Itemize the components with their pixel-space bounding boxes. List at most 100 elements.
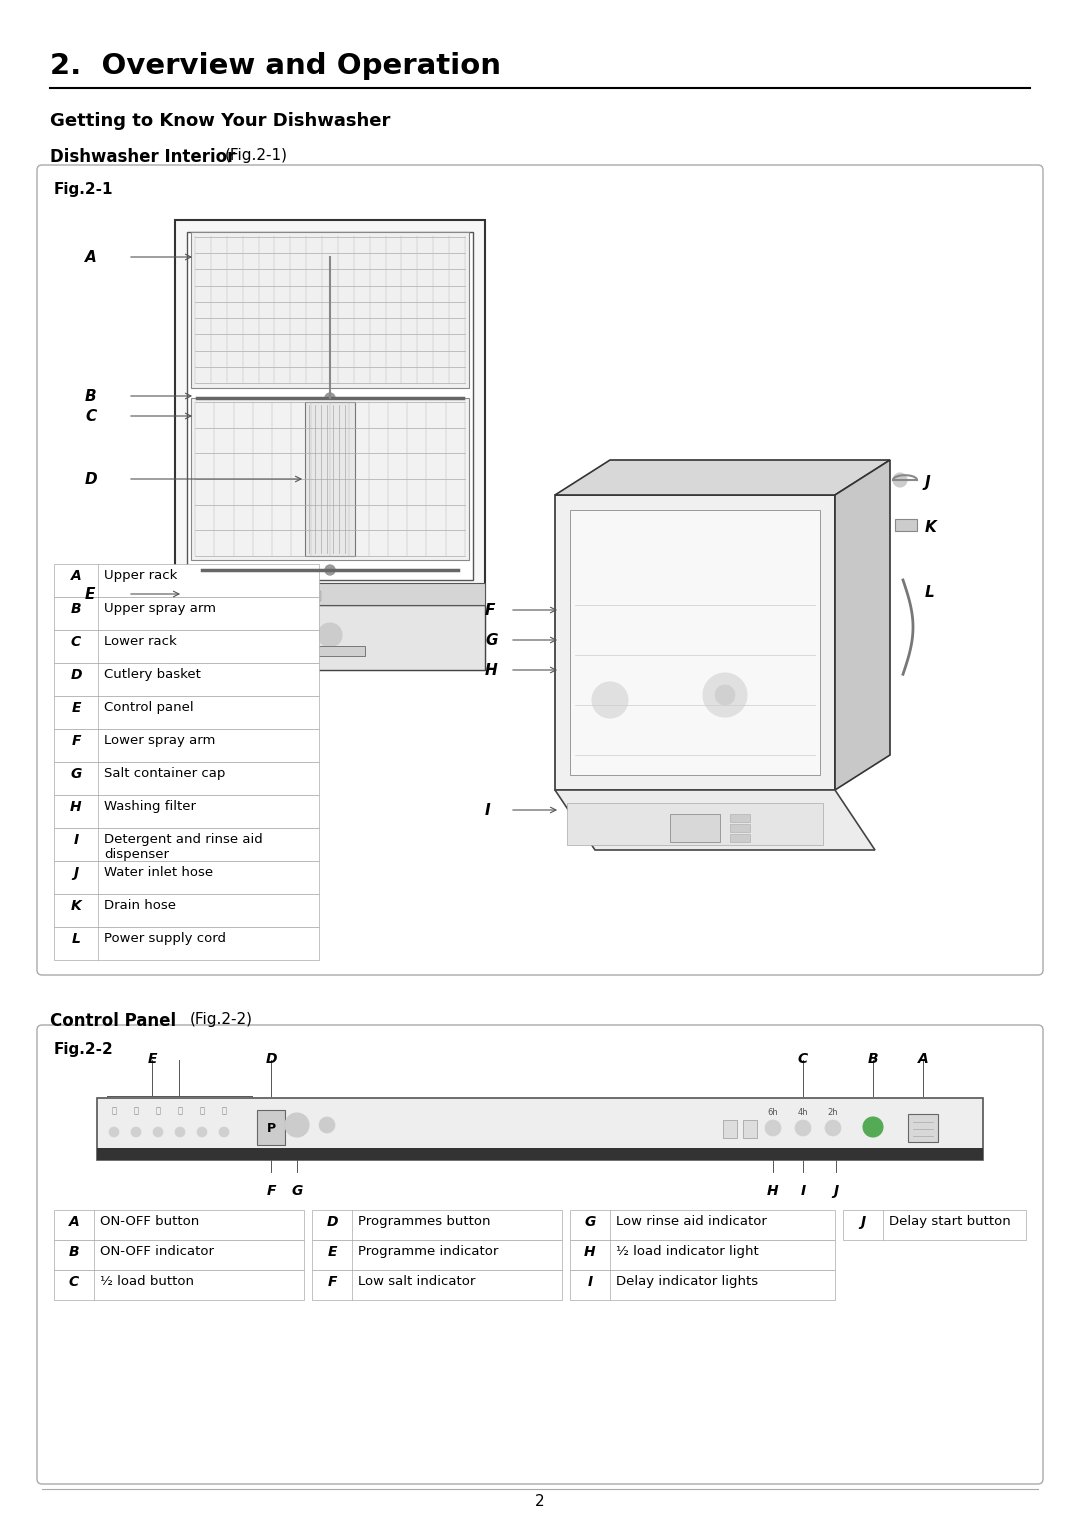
Text: Programme indicator: Programme indicator	[357, 1245, 498, 1258]
Text: G: G	[485, 634, 498, 647]
Bar	[54, 696, 319, 728]
FancyBboxPatch shape	[37, 1025, 1043, 1484]
Text: ON-OFF indicator: ON-OFF indicator	[100, 1245, 214, 1258]
Text: D: D	[326, 1215, 338, 1229]
Text: I: I	[588, 1275, 593, 1289]
Text: J: J	[924, 475, 931, 490]
Bar	[312, 1209, 562, 1240]
Text: K: K	[924, 521, 936, 534]
Bar	[670, 814, 720, 841]
Text: D: D	[85, 472, 97, 487]
Circle shape	[285, 1113, 309, 1138]
Bar	[97, 1148, 983, 1161]
Text: Salt container cap: Salt container cap	[104, 767, 226, 780]
Text: Lower spray arm: Lower spray arm	[104, 734, 215, 747]
Bar	[54, 796, 319, 828]
Text: ⬜: ⬜	[156, 1106, 161, 1115]
Bar	[175, 220, 485, 670]
Text: A: A	[85, 250, 97, 266]
Text: I: I	[73, 834, 79, 847]
Text: Control Panel: Control Panel	[50, 1012, 176, 1031]
Circle shape	[131, 1127, 141, 1138]
Bar	[54, 563, 319, 597]
Bar	[730, 825, 750, 832]
Bar	[54, 893, 319, 927]
Text: ½ load indicator light: ½ load indicator light	[616, 1245, 759, 1258]
Text: Washing filter: Washing filter	[104, 800, 195, 812]
Bar	[570, 1270, 835, 1299]
Text: G: G	[584, 1215, 596, 1229]
Text: C: C	[69, 1275, 79, 1289]
Text: Detergent and rinse aid
dispenser: Detergent and rinse aid dispenser	[104, 834, 262, 861]
Text: K: K	[70, 899, 81, 913]
Text: Control panel: Control panel	[104, 701, 193, 715]
Bar	[570, 510, 820, 776]
Text: Power supply cord: Power supply cord	[104, 931, 226, 945]
Bar	[187, 232, 473, 580]
Text: L: L	[71, 931, 80, 947]
Text: E: E	[147, 1052, 157, 1066]
Bar	[305, 402, 355, 556]
Text: B: B	[69, 1245, 79, 1258]
Circle shape	[197, 1127, 207, 1138]
Bar	[191, 232, 469, 388]
Text: C: C	[798, 1052, 808, 1066]
Circle shape	[219, 1127, 229, 1138]
Text: ⬜: ⬜	[221, 1106, 227, 1115]
Circle shape	[325, 565, 335, 576]
Circle shape	[825, 1119, 841, 1136]
Text: C: C	[85, 409, 96, 425]
Text: ½ load button: ½ load button	[100, 1275, 194, 1287]
Bar	[309, 591, 321, 602]
Text: H: H	[584, 1245, 596, 1258]
Text: B: B	[867, 1052, 878, 1066]
Polygon shape	[555, 789, 875, 851]
Bar	[175, 583, 485, 605]
FancyBboxPatch shape	[37, 165, 1043, 976]
Text: A: A	[69, 1215, 79, 1229]
Bar	[570, 1209, 835, 1240]
Bar	[191, 399, 469, 560]
Text: ON-OFF button: ON-OFF button	[100, 1215, 199, 1228]
Text: Lower rack: Lower rack	[104, 635, 177, 647]
Bar	[54, 1240, 303, 1270]
Circle shape	[319, 1116, 335, 1133]
Bar	[743, 1119, 757, 1138]
Text: H: H	[70, 800, 82, 814]
Bar	[295, 646, 365, 657]
Bar	[291, 591, 303, 602]
Circle shape	[109, 1127, 119, 1138]
Bar	[54, 1209, 303, 1240]
Text: F: F	[71, 734, 81, 748]
Circle shape	[592, 683, 627, 718]
Bar	[570, 1240, 835, 1270]
Text: (Fig.2-1): (Fig.2-1)	[225, 148, 288, 163]
Text: J: J	[73, 866, 79, 880]
Polygon shape	[835, 460, 890, 789]
Bar	[723, 1119, 737, 1138]
Text: Low rinse aid indicator: Low rinse aid indicator	[616, 1215, 767, 1228]
Bar	[97, 1098, 983, 1161]
Bar	[257, 1110, 285, 1145]
Bar	[54, 762, 319, 796]
Circle shape	[863, 1116, 883, 1138]
Bar	[54, 828, 319, 861]
Text: D: D	[70, 667, 82, 683]
Circle shape	[893, 473, 907, 487]
Bar	[54, 631, 319, 663]
Text: E: E	[85, 586, 95, 602]
Text: F: F	[485, 603, 496, 618]
Text: E: E	[327, 1245, 337, 1258]
Text: ⬜: ⬜	[200, 1106, 204, 1115]
Circle shape	[153, 1127, 163, 1138]
Bar	[312, 1270, 562, 1299]
Text: Low salt indicator: Low salt indicator	[357, 1275, 475, 1287]
Bar	[54, 861, 319, 893]
Bar	[730, 814, 750, 822]
Text: P: P	[267, 1121, 275, 1135]
Bar	[219, 591, 231, 602]
Text: (Fig.2-2): (Fig.2-2)	[190, 1012, 253, 1028]
Text: Delay start button: Delay start button	[889, 1215, 1011, 1228]
Text: 4h: 4h	[798, 1109, 808, 1116]
Text: ⬜: ⬜	[111, 1106, 117, 1115]
